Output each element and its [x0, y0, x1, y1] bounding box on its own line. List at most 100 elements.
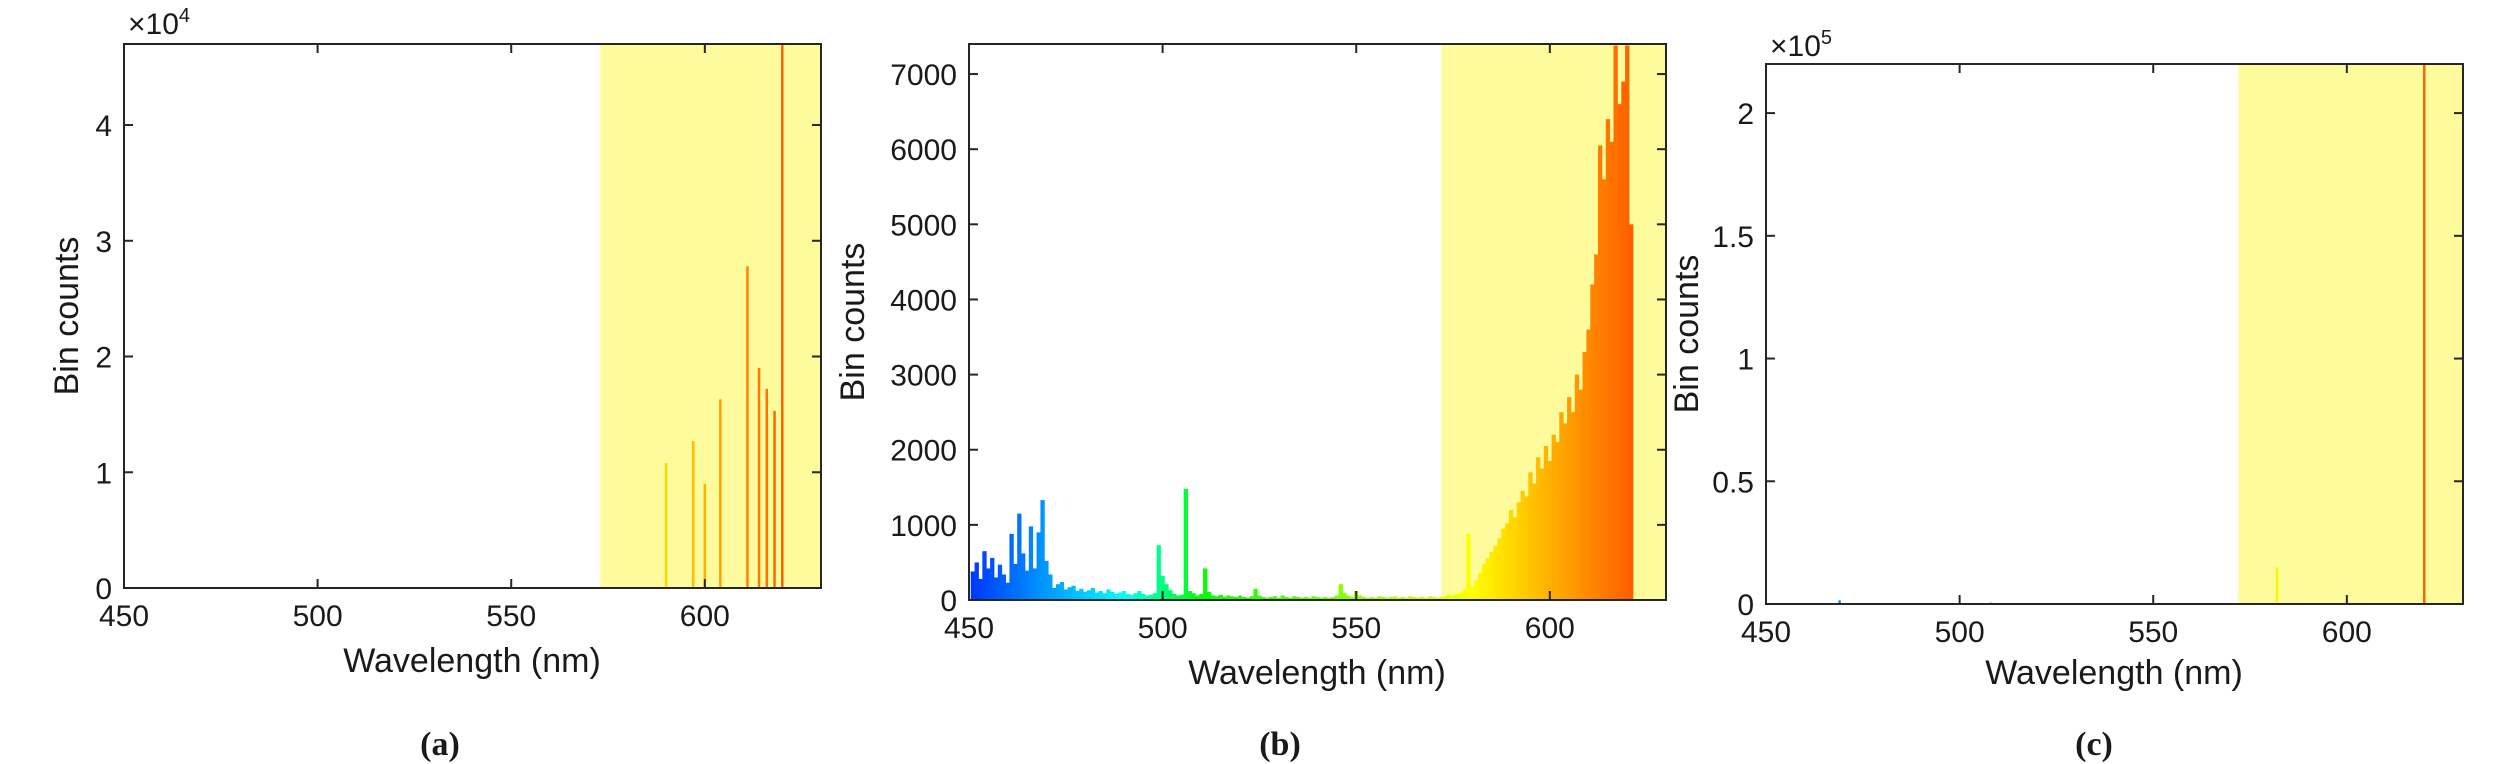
caption-c: (c)	[2075, 726, 2113, 763]
bar-b-620	[1625, 45, 1630, 601]
bar-b-619	[1621, 81, 1626, 600]
bar-c-469	[1838, 600, 1841, 604]
bar-b-509	[1195, 595, 1200, 600]
bar-b-488	[1113, 593, 1119, 600]
bar-b-598	[1539, 468, 1545, 600]
ticks-c: 450 500 550 600 0 0.5 1 1.5 2	[1712, 64, 2463, 649]
bar-a-600	[703, 483, 707, 588]
bar-b-538	[1307, 597, 1312, 600]
bar-b-584	[1485, 557, 1491, 600]
bar-b-596	[1532, 483, 1537, 600]
y-tick-label-b-7000: 7000	[890, 59, 957, 92]
bar-b-551	[1357, 595, 1363, 600]
bar-b-465	[1024, 570, 1030, 600]
bar-b-511	[1203, 568, 1208, 600]
bar-b-607	[1574, 374, 1580, 600]
bar-b-617	[1613, 45, 1618, 601]
bar-b-490	[1121, 590, 1127, 600]
bar-b-578	[1462, 589, 1467, 600]
bar-b-601	[1551, 434, 1556, 600]
bar-b-452	[974, 562, 979, 600]
bars-a	[664, 44, 784, 588]
bar-b-502	[1168, 590, 1173, 600]
y-tick-label-a-3: 3	[95, 226, 112, 259]
x-tick-label-b-450: 450	[944, 612, 994, 645]
x-tick-label-b-550: 550	[1331, 612, 1381, 645]
y-tick-label-c-2: 2	[1737, 98, 1754, 131]
bar-b-455	[986, 568, 991, 600]
bar-b-477	[1071, 585, 1076, 600]
x-tick-label-b-500: 500	[1138, 612, 1188, 645]
bar-b-614	[1601, 179, 1607, 601]
bar-b-479	[1079, 588, 1084, 600]
bar-b-519	[1234, 596, 1239, 600]
bar-a-618	[773, 410, 776, 588]
bar-b-525	[1257, 595, 1262, 600]
bar-b-504	[1175, 595, 1181, 600]
bar-b-562	[1400, 596, 1405, 600]
bar-b-567	[1419, 596, 1425, 600]
y-tick-label-b-1000: 1000	[890, 510, 957, 543]
bar-b-621	[1629, 224, 1634, 600]
bar-b-454	[982, 551, 987, 600]
highlight-region-c	[2238, 64, 2463, 604]
bar-b-468	[1036, 532, 1041, 600]
x-tick-label-c-600: 600	[2322, 616, 2372, 649]
caption-a: (a)	[420, 726, 460, 763]
y-tick-label-a-4: 4	[95, 110, 112, 143]
bar-b-600	[1547, 461, 1552, 600]
bar-b-542	[1323, 596, 1328, 600]
bar-b-581	[1474, 580, 1479, 600]
bar-b-524	[1253, 588, 1258, 600]
bar-c-620	[2423, 64, 2426, 604]
bar-b-597	[1536, 457, 1541, 600]
y-tick-label-b-5000: 5000	[890, 209, 957, 242]
bar-b-534	[1292, 596, 1297, 600]
axes-box-b	[968, 43, 1667, 601]
bar-b-606	[1570, 412, 1576, 600]
bar-a-620	[781, 44, 784, 588]
bar-b-590	[1508, 509, 1514, 600]
y-tick-label-b-6000: 6000	[890, 134, 957, 167]
bar-b-544	[1330, 596, 1336, 600]
bar-b-497	[1148, 594, 1154, 600]
bar-b-595	[1528, 472, 1533, 600]
bar-b-470	[1044, 560, 1049, 600]
bar-b-571	[1435, 597, 1440, 600]
bar-b-611	[1590, 284, 1595, 600]
bar-b-579	[1466, 533, 1471, 600]
caption-b: (b)	[1259, 726, 1301, 763]
bar-b-585	[1489, 551, 1494, 600]
axes-box-c	[1765, 63, 2464, 605]
x-tick-label-c-450: 450	[1741, 616, 1791, 649]
bar-b-531	[1280, 595, 1285, 600]
y-tick-label-a-2: 2	[95, 342, 112, 375]
bar-b-496	[1144, 595, 1150, 600]
bar-b-577	[1458, 592, 1463, 600]
y-axis-label-c: Bin counts	[1668, 255, 1706, 414]
bar-b-503	[1172, 593, 1177, 600]
highlight-region-a	[600, 44, 821, 588]
bar-b-476	[1067, 587, 1072, 600]
bar-a-611	[746, 266, 749, 588]
bar-b-505	[1179, 594, 1185, 600]
bar-b-580	[1470, 586, 1475, 600]
bar-b-517	[1226, 595, 1231, 600]
bar-a-597	[691, 441, 695, 588]
bar-b-589	[1505, 523, 1510, 600]
bar-b-566	[1416, 597, 1421, 600]
y-tick-label-b-3000: 3000	[890, 360, 957, 393]
bar-b-492	[1129, 594, 1134, 600]
bar-a-590	[664, 462, 668, 588]
bar-b-473	[1055, 584, 1061, 600]
panel-b: 450 500 550 6000100020003000400050006000700…	[834, 43, 1667, 763]
y-tick-label-c-1: 1	[1737, 344, 1754, 377]
bar-b-561	[1396, 597, 1401, 600]
bar-b-521	[1241, 596, 1247, 600]
y-axis-label-b: Bin counts	[834, 243, 872, 402]
bar-b-548	[1346, 595, 1351, 600]
bar-b-515	[1218, 594, 1223, 600]
bar-b-569	[1427, 596, 1432, 600]
x-axis-label-c: Wavelength (nm)	[1985, 654, 2243, 692]
bar-b-530	[1276, 597, 1281, 600]
